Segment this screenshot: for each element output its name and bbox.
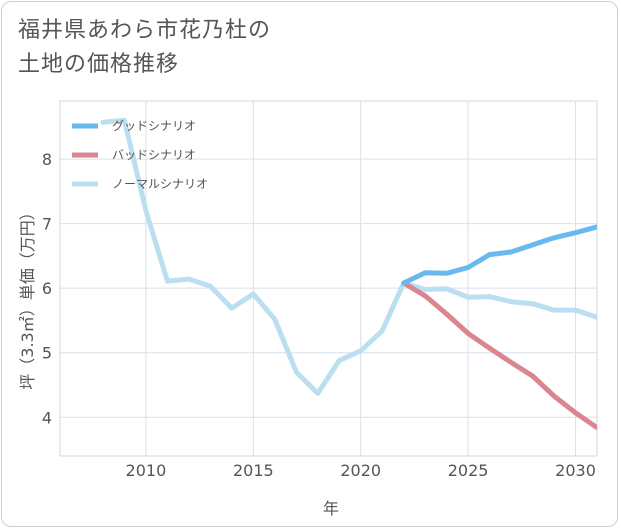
series-line-good [401, 224, 597, 286]
y-tick-8: 8 [42, 150, 52, 169]
y-tick-7: 7 [42, 215, 52, 234]
y-tick-4: 4 [42, 408, 52, 427]
grid [60, 101, 597, 456]
y-tick-5: 5 [42, 344, 52, 363]
legend-label-good: グッドシナリオ [112, 119, 196, 133]
axis-ticks: 2010 2015 2020 2025 2030 4 5 6 7 8 [42, 150, 596, 480]
legend-label-bad: バッドシナリオ [112, 148, 196, 162]
x-axis-label: 年 [323, 499, 339, 518]
legend-label-normal: ノーマルシナリオ [112, 177, 208, 191]
y-tick-6: 6 [42, 279, 52, 298]
series-line-normal [100, 117, 597, 396]
plot-frame [59, 100, 598, 457]
y-axis-label: 坪（3.3㎡）単価（万円） [18, 204, 37, 389]
x-tick-2025: 2025 [448, 461, 489, 480]
x-tick-2010: 2010 [126, 461, 167, 480]
x-tick-2015: 2015 [233, 461, 274, 480]
chart-title: 福井県あわら市花乃杜の 土地の価格推移 [18, 18, 272, 77]
series-layer [100, 117, 597, 431]
series-line-bad [401, 280, 597, 431]
x-tick-2030: 2030 [555, 461, 596, 480]
x-tick-2020: 2020 [340, 461, 381, 480]
